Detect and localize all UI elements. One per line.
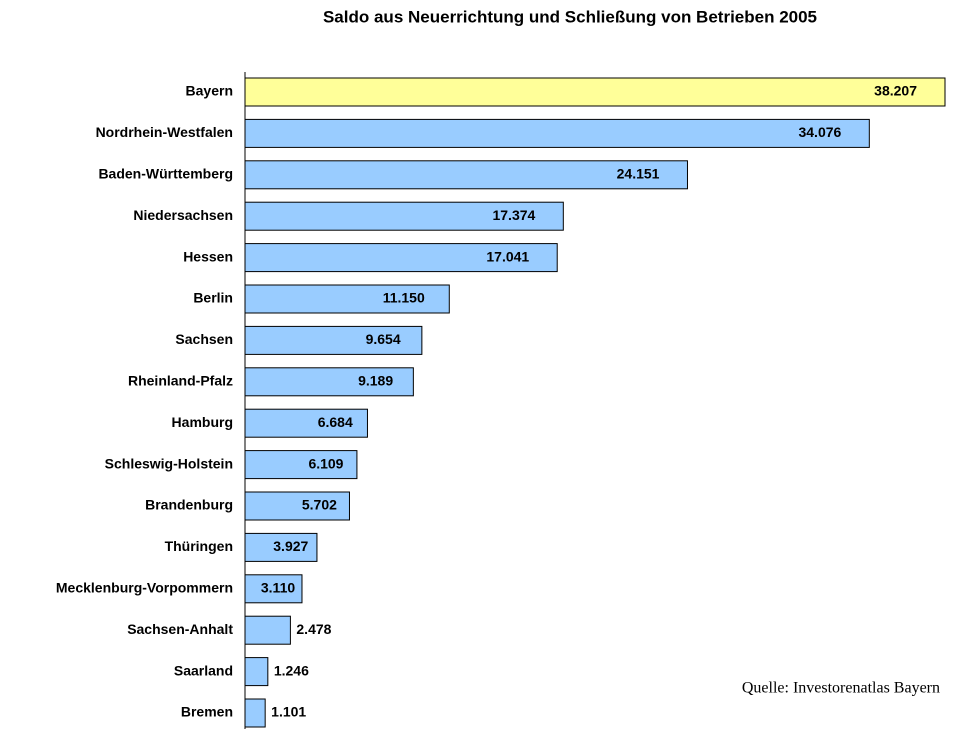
- bar: [244, 243, 558, 273]
- category-label: Sachsen: [175, 331, 233, 347]
- value-label: 6.684: [318, 414, 353, 430]
- category-label: Hamburg: [172, 414, 233, 430]
- bar: [244, 118, 870, 148]
- category-label: Rheinland-Pfalz: [128, 373, 233, 389]
- category-label: Mecklenburg-Vorpommern: [56, 580, 233, 596]
- chart-title: Saldo aus Neuerrichtung und Schließung v…: [323, 7, 817, 26]
- category-label: Baden-Württemberg: [98, 166, 233, 182]
- category-label: Schleswig-Holstein: [105, 455, 233, 471]
- bar: [244, 77, 946, 107]
- value-label: 2.478: [296, 621, 331, 637]
- bar: [244, 325, 423, 355]
- value-label: 11.150: [383, 290, 425, 306]
- value-label: 34.076: [798, 124, 841, 140]
- bar: [244, 574, 303, 604]
- category-label: Saarland: [174, 662, 233, 678]
- value-label: 9.654: [366, 331, 401, 347]
- category-label: Nordrhein-Westfalen: [96, 124, 233, 140]
- value-label: 3.110: [261, 580, 295, 596]
- bar: [244, 201, 564, 231]
- bar: [244, 284, 450, 314]
- value-label: 6.109: [308, 455, 343, 471]
- bar: [244, 408, 368, 438]
- source-note: Quelle: Investorenatlas Bayern: [742, 680, 940, 697]
- value-label: 24.151: [617, 166, 660, 182]
- category-label: Sachsen-Anhalt: [127, 621, 233, 637]
- value-label: 5.702: [302, 497, 337, 513]
- value-label: 9.189: [358, 373, 393, 389]
- bar: [244, 615, 291, 645]
- bar: [244, 698, 266, 728]
- category-label: Brandenburg: [145, 497, 233, 513]
- value-label: 1.246: [274, 662, 309, 678]
- category-label: Thüringen: [165, 538, 233, 554]
- category-label: Niedersachsen: [133, 207, 233, 223]
- value-label: 17.374: [492, 207, 535, 223]
- category-label: Bayern: [186, 83, 233, 99]
- category-label: Berlin: [193, 290, 233, 306]
- bar: [244, 532, 318, 562]
- category-label: Bremen: [181, 704, 233, 720]
- value-label: 38.207: [874, 83, 917, 99]
- category-label: Hessen: [183, 248, 233, 264]
- value-label: 1.101: [271, 704, 306, 720]
- value-label: 17.041: [486, 248, 529, 264]
- bar: [244, 657, 269, 687]
- bar: [244, 160, 688, 190]
- value-label: 3.927: [273, 538, 308, 554]
